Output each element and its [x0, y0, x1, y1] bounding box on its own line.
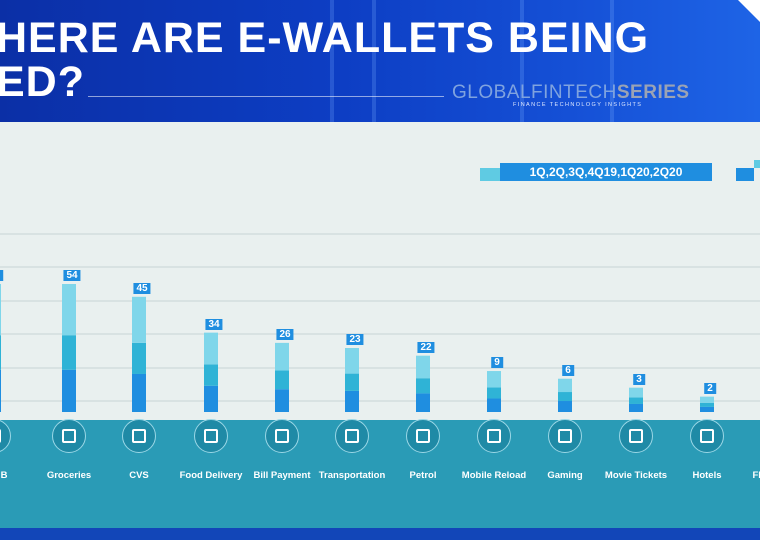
- delivery-truck-icon: [194, 419, 228, 453]
- bar-segment: [345, 390, 359, 412]
- bar-segment: [558, 401, 572, 412]
- legend-swatch: [736, 168, 754, 181]
- bar-segment: [204, 332, 218, 365]
- category-label: Groceries: [46, 470, 92, 481]
- page-title-line-1: HERE ARE E-WALLETS BEING: [0, 14, 650, 62]
- bar-value-label: 9: [491, 357, 503, 369]
- icon-glyph: [0, 429, 1, 443]
- legend-swatch: [754, 160, 760, 168]
- icon-glyph: [558, 429, 572, 443]
- bar-segment: [629, 403, 643, 412]
- bar-segment: [487, 398, 501, 412]
- icon-glyph: [487, 429, 501, 443]
- hotel-icon: [690, 419, 724, 453]
- bar-segment: [0, 335, 1, 370]
- category-label: Bill Payment: [253, 470, 311, 481]
- category-label: CVS: [129, 470, 149, 481]
- bar-segment: [345, 373, 359, 391]
- footer-strip: [0, 528, 760, 540]
- bar-segment: [629, 387, 643, 398]
- bar-segment: [700, 406, 714, 412]
- bar-segment: [487, 371, 501, 388]
- bar-segment: [0, 369, 1, 412]
- icon-glyph: [700, 429, 714, 443]
- category-label: Transportation: [318, 470, 386, 481]
- bar-segment: [558, 378, 572, 393]
- store-icon: [122, 419, 156, 453]
- bar-value-label: 54: [63, 270, 81, 281]
- bar-value-label: 6: [562, 364, 574, 376]
- bar-segment: [204, 385, 218, 412]
- bar-segment: [345, 348, 359, 374]
- bar-segment: [416, 378, 430, 394]
- icon-glyph: [416, 429, 430, 443]
- corner-fold: [738, 0, 760, 22]
- category-label: B: [0, 470, 8, 481]
- category-label: Fli: [752, 470, 760, 481]
- game-console-icon: [548, 419, 582, 453]
- header-rule: [88, 96, 444, 97]
- brand-logo: GLOBALFINTECHSERIES: [452, 82, 690, 104]
- fuel-pump-icon: [406, 419, 440, 453]
- bar-segment: [558, 392, 572, 402]
- bar-segment: [62, 284, 76, 336]
- legend-swatch: [480, 168, 500, 181]
- legend-label: 1Q,2Q,3Q,4Q19,1Q20,2Q20: [500, 163, 712, 181]
- bar-value-label: 26: [276, 328, 294, 340]
- icon-glyph: [132, 429, 146, 443]
- bar-segment: [275, 370, 289, 390]
- brand-main-text: GLOBALFINTECH: [452, 82, 617, 103]
- category-label: Petrol: [409, 470, 437, 481]
- bar-value-label: 2: [704, 382, 716, 394]
- bar-segment: [416, 393, 430, 412]
- icon-glyph: [629, 429, 643, 443]
- bar-segment: [416, 355, 430, 379]
- bill-icon: [265, 419, 299, 453]
- header-decoration: [520, 0, 524, 122]
- bar-value-label: 45: [133, 282, 151, 294]
- icon-glyph: [275, 429, 289, 443]
- movie-ticket-icon: [619, 419, 653, 453]
- bar-value-label: 34: [205, 318, 223, 330]
- bar-segment: [700, 396, 714, 403]
- chart-plot-area: [0, 233, 760, 412]
- bar-value-label: 1: [0, 270, 3, 281]
- category-label: Food Delivery: [179, 470, 243, 481]
- bar-segment: [629, 397, 643, 404]
- grocery-basket-icon: [52, 419, 86, 453]
- mobile-phone-icon: [477, 419, 511, 453]
- category-label: Hotels: [692, 470, 722, 481]
- bar-segment: [62, 369, 76, 412]
- header-decoration: [372, 0, 376, 122]
- category-label: Mobile Reload: [461, 470, 527, 481]
- bar-segment: [0, 284, 1, 336]
- icon-glyph: [62, 429, 76, 443]
- page-title-line-2: ED?: [0, 58, 85, 106]
- header-banner: HERE ARE E-WALLETS BEING ED? GLOBALFINTE…: [0, 0, 760, 122]
- bar-value-label: 23: [346, 334, 364, 345]
- bar-segment: [132, 373, 146, 412]
- icon-glyph: [345, 429, 359, 443]
- brand-strong-text: SERIES: [616, 82, 690, 103]
- bar-segment: [275, 342, 289, 371]
- bar-segment: [62, 335, 76, 370]
- bar-value-label: 22: [417, 341, 435, 353]
- category-label: Gaming: [547, 470, 583, 481]
- category-label: Movie Tickets: [604, 470, 668, 481]
- bar-value-label: 3: [633, 373, 645, 385]
- brand-tagline: FINANCE TECHNOLOGY INSIGHTS: [513, 102, 643, 108]
- bar-segment: [275, 389, 289, 412]
- header-decoration: [330, 0, 334, 122]
- bar-segment: [132, 296, 146, 343]
- bar-segment: [487, 387, 501, 399]
- bar-segment: [700, 402, 714, 407]
- header-decoration: [610, 0, 614, 122]
- icon-glyph: [204, 429, 218, 443]
- bar-segment: [204, 364, 218, 386]
- bar-segment: [132, 342, 146, 374]
- bus-icon: [335, 419, 369, 453]
